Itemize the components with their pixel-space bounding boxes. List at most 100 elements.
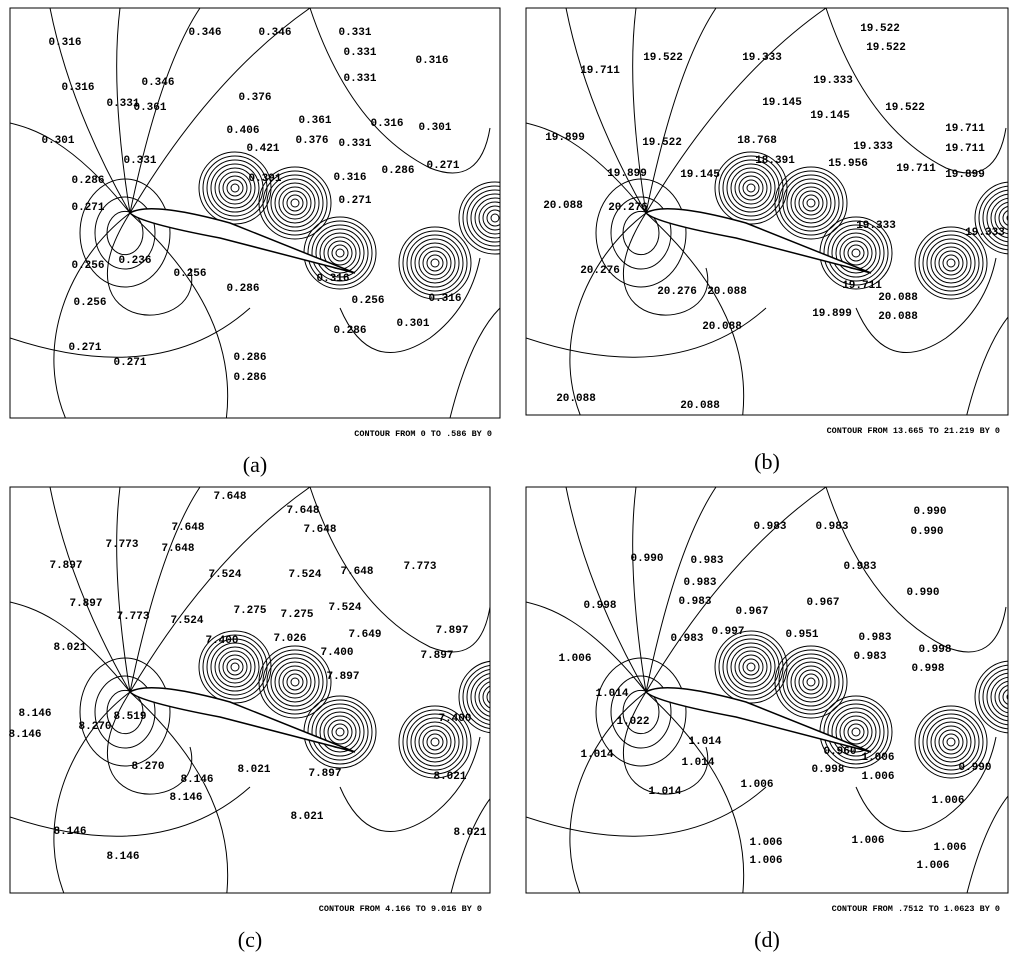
contour-line <box>129 8 311 214</box>
vortex-contour <box>335 248 345 258</box>
panel <box>526 487 1008 893</box>
vortex-contour <box>218 171 252 205</box>
contour-label: 7.275 <box>280 609 313 621</box>
contour-label: 1.006 <box>861 752 894 764</box>
contour-label: 7.897 <box>420 650 453 662</box>
contour-line <box>309 487 490 653</box>
contour-label: 7.649 <box>348 629 381 641</box>
contour-label: 0.983 <box>843 561 876 573</box>
contour-label: 19.711 <box>945 143 985 155</box>
vortex-contour <box>974 181 1008 255</box>
contour-label: 0.990 <box>910 526 943 538</box>
vortex-contour <box>311 703 369 761</box>
vortex-contour <box>934 725 968 759</box>
contour-line <box>49 487 131 693</box>
contour-label: 8.146 <box>180 774 213 786</box>
vortex-contour <box>270 178 320 228</box>
panel-label: (a) <box>243 452 267 477</box>
contour-line <box>966 316 1008 415</box>
vortex-contour <box>946 258 956 268</box>
contour-line <box>622 212 709 316</box>
contour-label: 0.967 <box>735 606 768 618</box>
vortex-contour <box>335 727 345 737</box>
vortex-contour <box>466 189 500 247</box>
vortex-contour <box>414 242 456 284</box>
caption: CONTOUR FROM 0 TO .586 BY 0 <box>354 429 492 439</box>
vortex-contour <box>918 709 984 775</box>
contour-line <box>339 736 481 832</box>
vortex-contour <box>331 723 349 741</box>
vortex-contour <box>474 197 500 239</box>
vortex-contour <box>315 707 365 757</box>
plot-frame <box>9 486 491 894</box>
vortex-contour <box>786 657 836 707</box>
contour-label: 0.951 <box>785 629 818 641</box>
vortex-contour <box>402 230 468 296</box>
contour-label: 0.316 <box>333 172 366 184</box>
contour-label: 0.256 <box>173 268 206 280</box>
vortex-contour <box>806 198 816 208</box>
vortex-contour <box>327 240 353 266</box>
vortex-contour <box>847 723 865 741</box>
contour-label: 19.522 <box>643 52 683 64</box>
vortex-contour <box>774 166 848 240</box>
contour-label: 0.361 <box>133 102 166 114</box>
vortex-contour <box>798 669 824 695</box>
contour-label: 7.648 <box>340 566 373 578</box>
contour-label: 1.014 <box>580 749 613 761</box>
contour-line <box>53 691 131 893</box>
vortex-contour <box>786 178 836 228</box>
airfoil <box>644 687 872 753</box>
vortex-contour <box>990 197 1008 239</box>
contour-label: 8.270 <box>78 721 111 733</box>
contour-line <box>450 797 490 893</box>
contour-label: 0.997 <box>711 626 744 638</box>
vortex-contour <box>930 721 972 763</box>
contour-label: 7.524 <box>170 615 203 627</box>
vortex-contour <box>926 238 976 288</box>
contour-label: 0.271 <box>338 195 371 207</box>
contour-line <box>116 487 131 693</box>
contour-label: 0.316 <box>370 118 403 130</box>
contour-label: 0.998 <box>583 600 616 612</box>
contour-loop <box>622 210 660 256</box>
vortex-contour <box>978 185 1008 251</box>
vortex-contour <box>226 658 244 676</box>
vortex-contour <box>290 198 300 208</box>
panel <box>10 8 500 418</box>
vortex-contour <box>835 711 877 753</box>
vortex-contour <box>210 642 260 692</box>
vortex-contour <box>462 664 490 730</box>
contour-label: 0.983 <box>670 633 703 645</box>
plot-frame <box>525 7 1009 416</box>
vortex-contour <box>922 234 980 292</box>
vortex-contour <box>218 650 252 684</box>
contour-label: 7.648 <box>161 543 194 555</box>
vortex-contour <box>930 242 972 284</box>
contour-line <box>129 487 201 693</box>
contour-loop <box>595 178 687 288</box>
contour-label: 7.400 <box>320 647 353 659</box>
contour-label: 1.006 <box>740 779 773 791</box>
vortex-contour <box>974 660 1008 734</box>
contour-label: 0.256 <box>351 295 384 307</box>
contour-label: 0.301 <box>41 135 74 147</box>
contour-label: 1.014 <box>648 786 681 798</box>
vortex-contour <box>426 254 444 272</box>
contour-line <box>645 487 717 693</box>
vortex-contour <box>274 182 316 224</box>
vortex-contour <box>486 690 490 704</box>
contour-label: 7.524 <box>208 569 241 581</box>
contour-label: 7.400 <box>438 713 471 725</box>
contour-line <box>53 212 131 418</box>
contour-label: 1.006 <box>851 835 884 847</box>
contour-label: 0.331 <box>338 27 371 39</box>
contour-line <box>106 212 193 316</box>
contour-label: 0.271 <box>68 342 101 354</box>
vortex-contour <box>402 709 468 775</box>
contour-label: 19.522 <box>642 137 682 149</box>
contour-label: 0.983 <box>690 555 723 567</box>
contour-line <box>645 8 827 214</box>
contour-line <box>129 212 229 418</box>
